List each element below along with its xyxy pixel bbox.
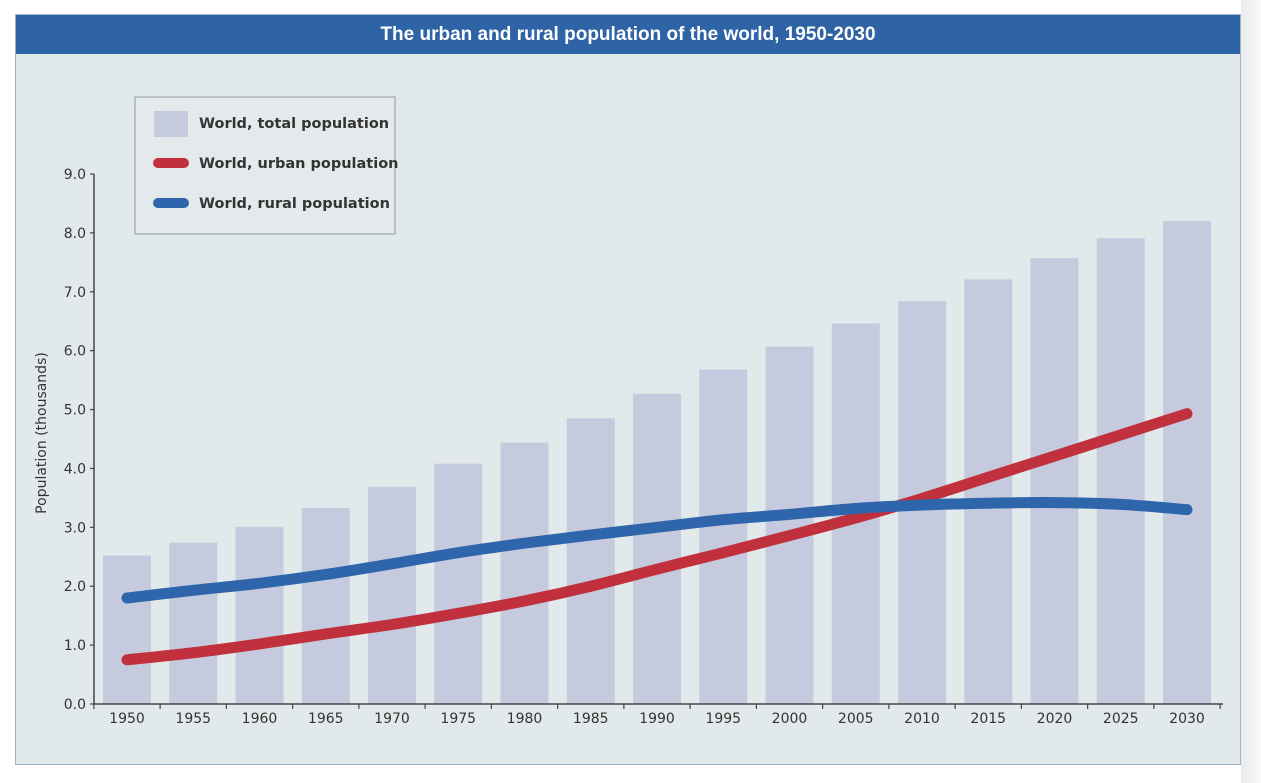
x-tick-label: 2000 <box>772 711 808 727</box>
x-tick-label: 2015 <box>970 711 1006 727</box>
x-tick-label: 1995 <box>705 711 741 727</box>
legend: World, total population World, urban pop… <box>134 96 399 235</box>
bar-1995 <box>699 369 748 704</box>
legend-swatch-total <box>154 111 188 137</box>
x-tick-label: 2030 <box>1169 711 1205 727</box>
x-tick-label: 1965 <box>308 711 344 727</box>
x-tick-label: 1985 <box>573 711 609 727</box>
y-tick-label: 8.0 <box>64 226 86 242</box>
bar-2020 <box>1030 258 1079 704</box>
bar-1980 <box>500 442 549 704</box>
x-tick-label: 2020 <box>1037 711 1073 727</box>
bar-1990 <box>633 393 681 704</box>
bar-1960 <box>235 526 284 704</box>
y-axis-label: Population (thousands) <box>34 352 50 514</box>
x-tick-label: 1970 <box>374 711 410 727</box>
y-tick-label: 6.0 <box>64 344 86 360</box>
y-tick-label: 5.0 <box>64 403 86 419</box>
legend-label-total: World, total population <box>199 116 389 132</box>
bar-2015 <box>964 279 1013 704</box>
bar-1955 <box>169 542 218 704</box>
x-tick-label: 1980 <box>507 711 543 727</box>
x-tick-label: 1950 <box>109 711 145 727</box>
x-tick-label: 2005 <box>838 711 874 727</box>
x-tick-label: 2025 <box>1103 711 1139 727</box>
y-tick-label: 3.0 <box>64 520 86 536</box>
x-tick-label: 2010 <box>904 711 940 727</box>
y-tick-label: 0.0 <box>64 697 86 713</box>
legend-label-urban: World, urban population <box>199 156 399 172</box>
legend-label-rural: World, rural population <box>199 196 390 212</box>
x-tick-label: 1960 <box>242 711 278 727</box>
y-tick-label: 2.0 <box>64 579 86 595</box>
x-tick-label: 1955 <box>175 711 211 727</box>
page-edge <box>1241 0 1261 783</box>
bar-1985 <box>566 418 615 704</box>
bar-1950 <box>103 555 151 704</box>
y-tick-label: 4.0 <box>64 461 86 477</box>
y-tick-label: 1.0 <box>64 638 86 654</box>
y-tick-label: 9.0 <box>64 167 86 183</box>
x-tick-label: 1990 <box>639 711 675 727</box>
y-tick-label: 7.0 <box>64 285 86 301</box>
chart-title: The urban and rural population of the wo… <box>16 15 1240 54</box>
bar-2025 <box>1096 238 1145 704</box>
x-tick-label: 1975 <box>440 711 476 727</box>
bar-2000 <box>765 346 814 704</box>
bar-2030 <box>1163 221 1211 704</box>
bar-1975 <box>434 463 483 704</box>
bar-1965 <box>301 507 350 704</box>
bar-1970 <box>368 486 416 704</box>
